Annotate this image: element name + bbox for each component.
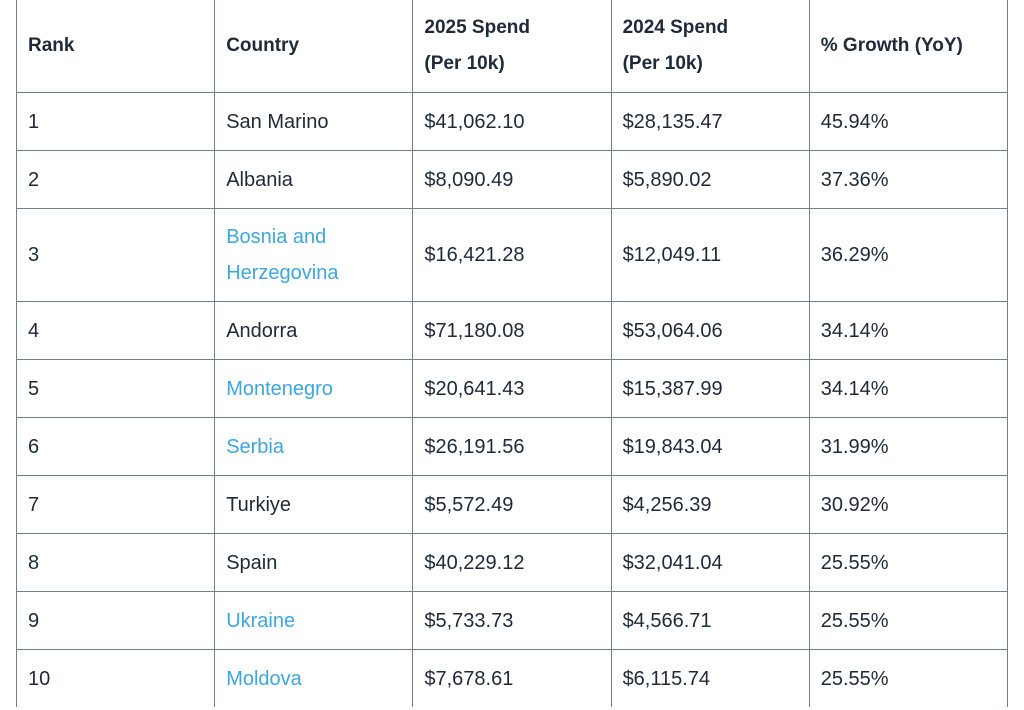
table-row: 1 San Marino $41,062.10 $28,135.47 45.94… <box>15 92 1009 151</box>
table-header-row: Rank Country 2025 Spend (Per 10k) 2024 S… <box>15 0 1009 93</box>
table-header: Rank Country 2025 Spend (Per 10k) 2024 S… <box>15 0 1009 93</box>
table-row: 2 Albania $8,090.49 $5,890.02 37.36% <box>15 150 1009 209</box>
cell-spend-2025: $5,572.49 <box>412 475 612 534</box>
country-link[interactable]: Bosnia and Herzegovina <box>226 226 338 284</box>
table-row: 7 Turkiye $5,572.49 $4,256.39 30.92% <box>15 475 1009 534</box>
cell-growth: 31.99% <box>808 417 1009 476</box>
header-spend-2025-line2: (Per 10k) <box>424 53 505 74</box>
cell-spend-2024: $32,041.04 <box>610 533 810 592</box>
cell-spend-2025: $8,090.49 <box>412 150 612 209</box>
cell-rank: 7 <box>15 475 216 534</box>
table-row: 10 Moldova $7,678.61 $6,115.74 25.55% <box>15 649 1009 707</box>
spend-ranking-table: Rank Country 2025 Spend (Per 10k) 2024 S… <box>15 0 1009 707</box>
table-row: 8 Spain $40,229.12 $32,041.04 25.55% <box>15 533 1009 592</box>
cell-rank: 9 <box>15 591 216 650</box>
country-link[interactable]: Ukraine <box>226 609 296 632</box>
cell-spend-2024: $5,890.02 <box>610 150 810 209</box>
cell-spend-2024: $4,256.39 <box>610 475 810 534</box>
spend-table-container: Rank Country 2025 Spend (Per 10k) 2024 S… <box>15 0 1009 707</box>
cell-spend-2025: $5,733.73 <box>412 591 612 650</box>
cell-spend-2024: $12,049.11 <box>610 208 810 302</box>
cell-growth: 34.14% <box>808 301 1009 360</box>
cell-spend-2024: $6,115.74 <box>610 649 810 707</box>
cell-country: Serbia <box>214 417 414 476</box>
header-country: Country <box>214 0 414 93</box>
cell-spend-2025: $40,229.12 <box>412 533 612 592</box>
cell-rank: 6 <box>15 417 216 476</box>
table-body: 1 San Marino $41,062.10 $28,135.47 45.94… <box>15 92 1009 707</box>
table-row: 6 Serbia $26,191.56 $19,843.04 31.99% <box>15 417 1009 476</box>
cell-spend-2025: $7,678.61 <box>412 649 612 707</box>
cell-growth: 30.92% <box>808 475 1009 534</box>
header-spend-2025: 2025 Spend (Per 10k) <box>412 0 612 93</box>
header-rank: Rank <box>15 0 216 93</box>
cell-growth: 37.36% <box>808 150 1009 209</box>
table-row: 4 Andorra $71,180.08 $53,064.06 34.14% <box>15 301 1009 360</box>
cell-spend-2025: $41,062.10 <box>412 92 612 151</box>
cell-spend-2025: $16,421.28 <box>412 208 612 302</box>
cell-spend-2025: $20,641.43 <box>412 359 612 418</box>
cell-country: Ukraine <box>214 591 414 650</box>
cell-growth: 25.55% <box>808 649 1009 707</box>
table-row: 5 Montenegro $20,641.43 $15,387.99 34.14… <box>15 359 1009 418</box>
header-growth: % Growth (YoY) <box>808 0 1009 93</box>
cell-growth: 45.94% <box>808 92 1009 151</box>
cell-spend-2024: $15,387.99 <box>610 359 810 418</box>
header-spend-2024-line2: (Per 10k) <box>622 53 703 74</box>
cell-country: Turkiye <box>214 475 414 534</box>
cell-rank: 8 <box>15 533 216 592</box>
cell-country: Andorra <box>214 301 414 360</box>
cell-rank: 1 <box>15 92 216 151</box>
country-link-line1: Bosnia and <box>226 226 327 248</box>
cell-country: Moldova <box>214 649 414 707</box>
country-link[interactable]: Moldova <box>226 667 302 690</box>
country-name: Andorra <box>226 319 298 342</box>
cell-country: Spain <box>214 533 414 592</box>
cell-growth: 25.55% <box>808 591 1009 650</box>
cell-country: Bosnia and Herzegovina <box>214 208 414 302</box>
cell-rank: 10 <box>15 649 216 707</box>
cell-growth: 36.29% <box>808 208 1009 302</box>
cell-country: San Marino <box>214 92 414 151</box>
country-name: Spain <box>226 551 278 574</box>
cell-rank: 3 <box>15 208 216 302</box>
cell-spend-2024: $53,064.06 <box>610 301 810 360</box>
cell-spend-2025: $26,191.56 <box>412 417 612 476</box>
cell-growth: 34.14% <box>808 359 1009 418</box>
header-spend-2024-line1: 2024 Spend <box>622 17 729 38</box>
cell-spend-2024: $28,135.47 <box>610 92 810 151</box>
cell-growth: 25.55% <box>808 533 1009 592</box>
cell-rank: 4 <box>15 301 216 360</box>
cell-country: Albania <box>214 150 414 209</box>
table-row: 3 Bosnia and Herzegovina $16,421.28 $12,… <box>15 208 1009 302</box>
cell-spend-2025: $71,180.08 <box>412 301 612 360</box>
country-name: Turkiye <box>226 493 292 516</box>
country-link-line2: Herzegovina <box>226 262 339 284</box>
country-link[interactable]: Serbia <box>226 435 284 458</box>
table-row: 9 Ukraine $5,733.73 $4,566.71 25.55% <box>15 591 1009 650</box>
cell-spend-2024: $19,843.04 <box>610 417 810 476</box>
cell-rank: 5 <box>15 359 216 418</box>
cell-rank: 2 <box>15 150 216 209</box>
header-spend-2024: 2024 Spend (Per 10k) <box>610 0 810 93</box>
country-link[interactable]: Montenegro <box>226 377 333 400</box>
country-name: San Marino <box>226 110 329 133</box>
header-spend-2025-line1: 2025 Spend <box>424 17 530 38</box>
country-name: Albania <box>226 168 293 191</box>
cell-country: Montenegro <box>214 359 414 418</box>
cell-spend-2024: $4,566.71 <box>610 591 810 650</box>
